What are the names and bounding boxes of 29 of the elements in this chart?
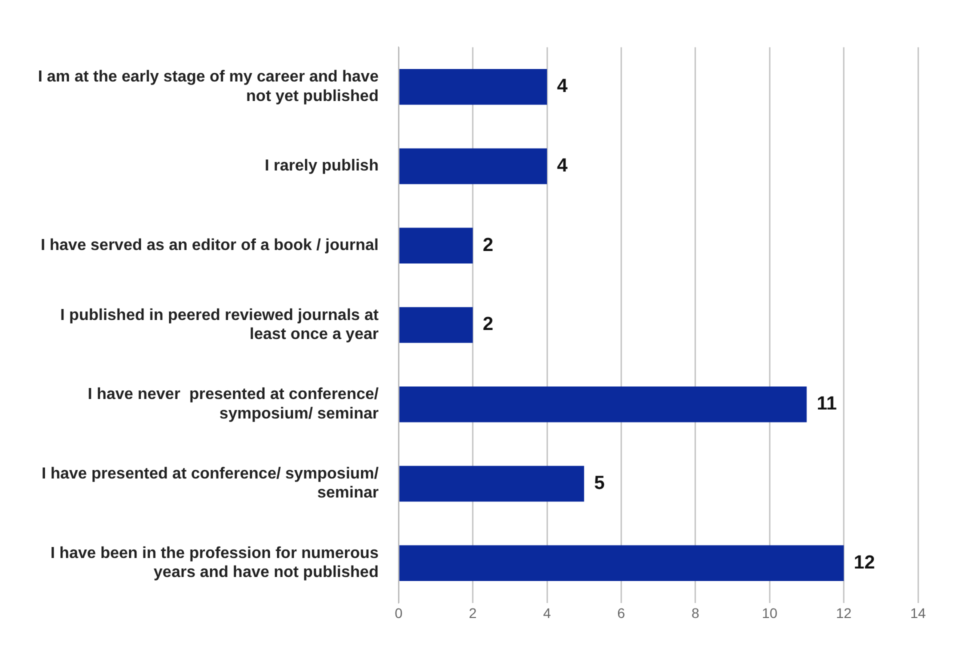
data-label: 5: [594, 472, 606, 494]
bar: [399, 307, 473, 343]
data-label: 11: [816, 394, 838, 415]
bar: [399, 69, 547, 105]
data-label: 12: [854, 552, 875, 574]
bar: [399, 148, 547, 184]
x-tick-label: 12: [836, 605, 852, 622]
data-label: 4: [557, 76, 568, 98]
bar: [399, 466, 584, 502]
data-label: 4: [557, 155, 568, 176]
bar: [399, 545, 844, 581]
y-tick-label: I rarely publish: [264, 158, 379, 175]
x-tick-label: 4: [543, 605, 552, 622]
y-tick-label: I have served as an editor of a book / journal: [40, 237, 379, 254]
y-tick-label: I am at the early stage of my career and have not yet published: [38, 68, 379, 105]
x-tick-label: 8: [692, 605, 700, 622]
x-tick-label: 14: [910, 605, 926, 622]
bar: [399, 386, 807, 422]
y-tick-label: I have presented at conference/ symposium/ seminar: [42, 466, 380, 502]
y-tick-label: I published in peered reviewed journals at least once a year: [60, 306, 380, 344]
data-label: 2: [482, 314, 494, 336]
x-tick-label: 0: [394, 605, 403, 622]
x-tick-label: 6: [617, 605, 626, 622]
x-tick-label: 10: [762, 605, 778, 622]
x-tick-label: 2: [468, 605, 477, 622]
y-tick-label: I have been in the profession for numerous years and have not published: [50, 544, 379, 582]
data-label: 2: [482, 234, 494, 256]
y-tick-label: I have never presented at conference/ symposium/ seminar: [88, 386, 380, 422]
bar: [399, 228, 473, 264]
